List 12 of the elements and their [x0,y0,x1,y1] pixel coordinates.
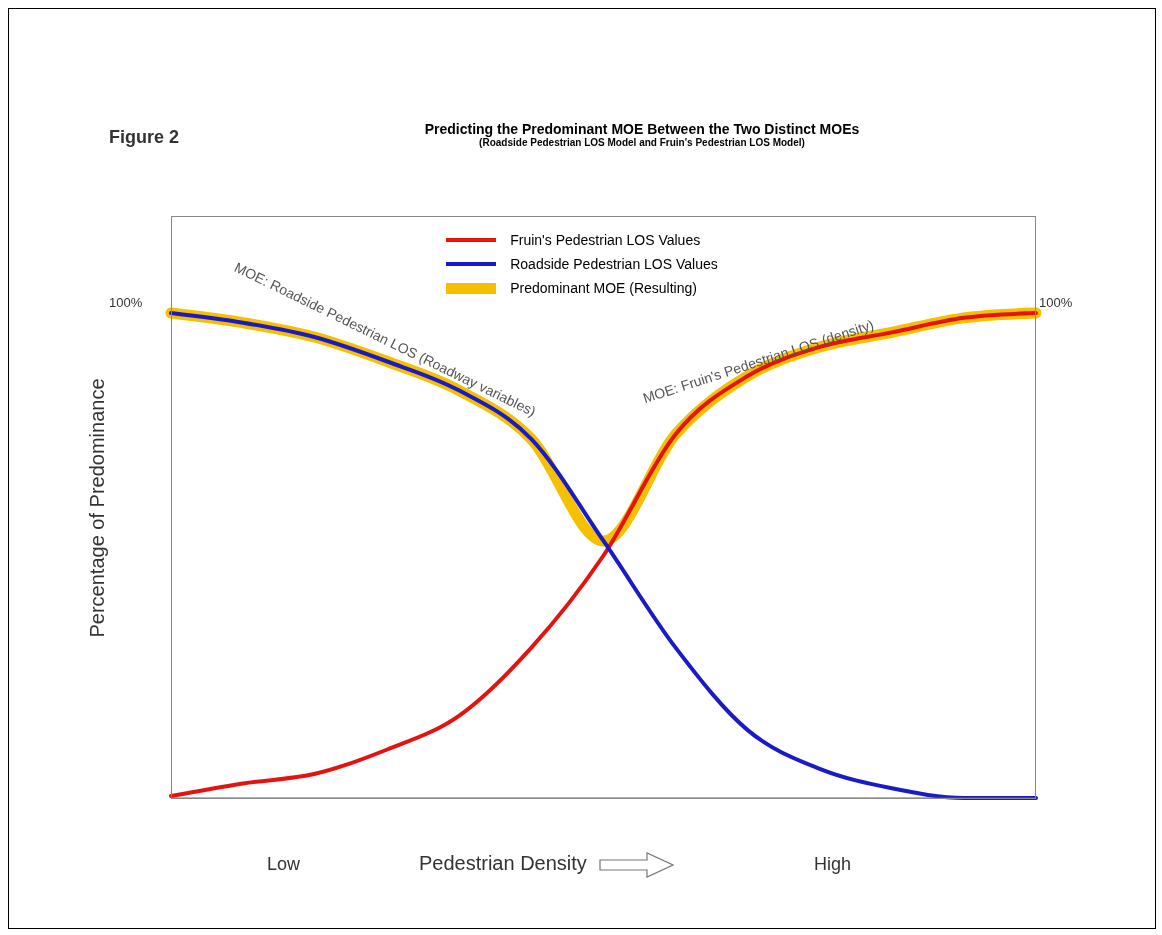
text: Low [267,854,301,875]
text: Pedestrian Density [419,852,587,875]
caption: Figure 2 [109,127,180,148]
legend-label: Fruin's Pedestrian LOS Values [510,232,701,248]
text: 100% [1039,295,1073,310]
text: 100% [109,295,143,310]
chart-subtitle: (Roadside Pedestrian LOS Model and Fruin's Pedestrian LOS Model) [479,137,805,148]
text: High [814,854,852,875]
y-axis-title: Percentage of Predominance [85,377,109,638]
legend-label: Roadside Pedestrian LOS Values [510,256,718,272]
legend-label: Predominant MOE (Resulting) [510,280,697,296]
chart-title: Predicting the Predominant MOE Between the Two Distinct MOEs [424,121,860,137]
